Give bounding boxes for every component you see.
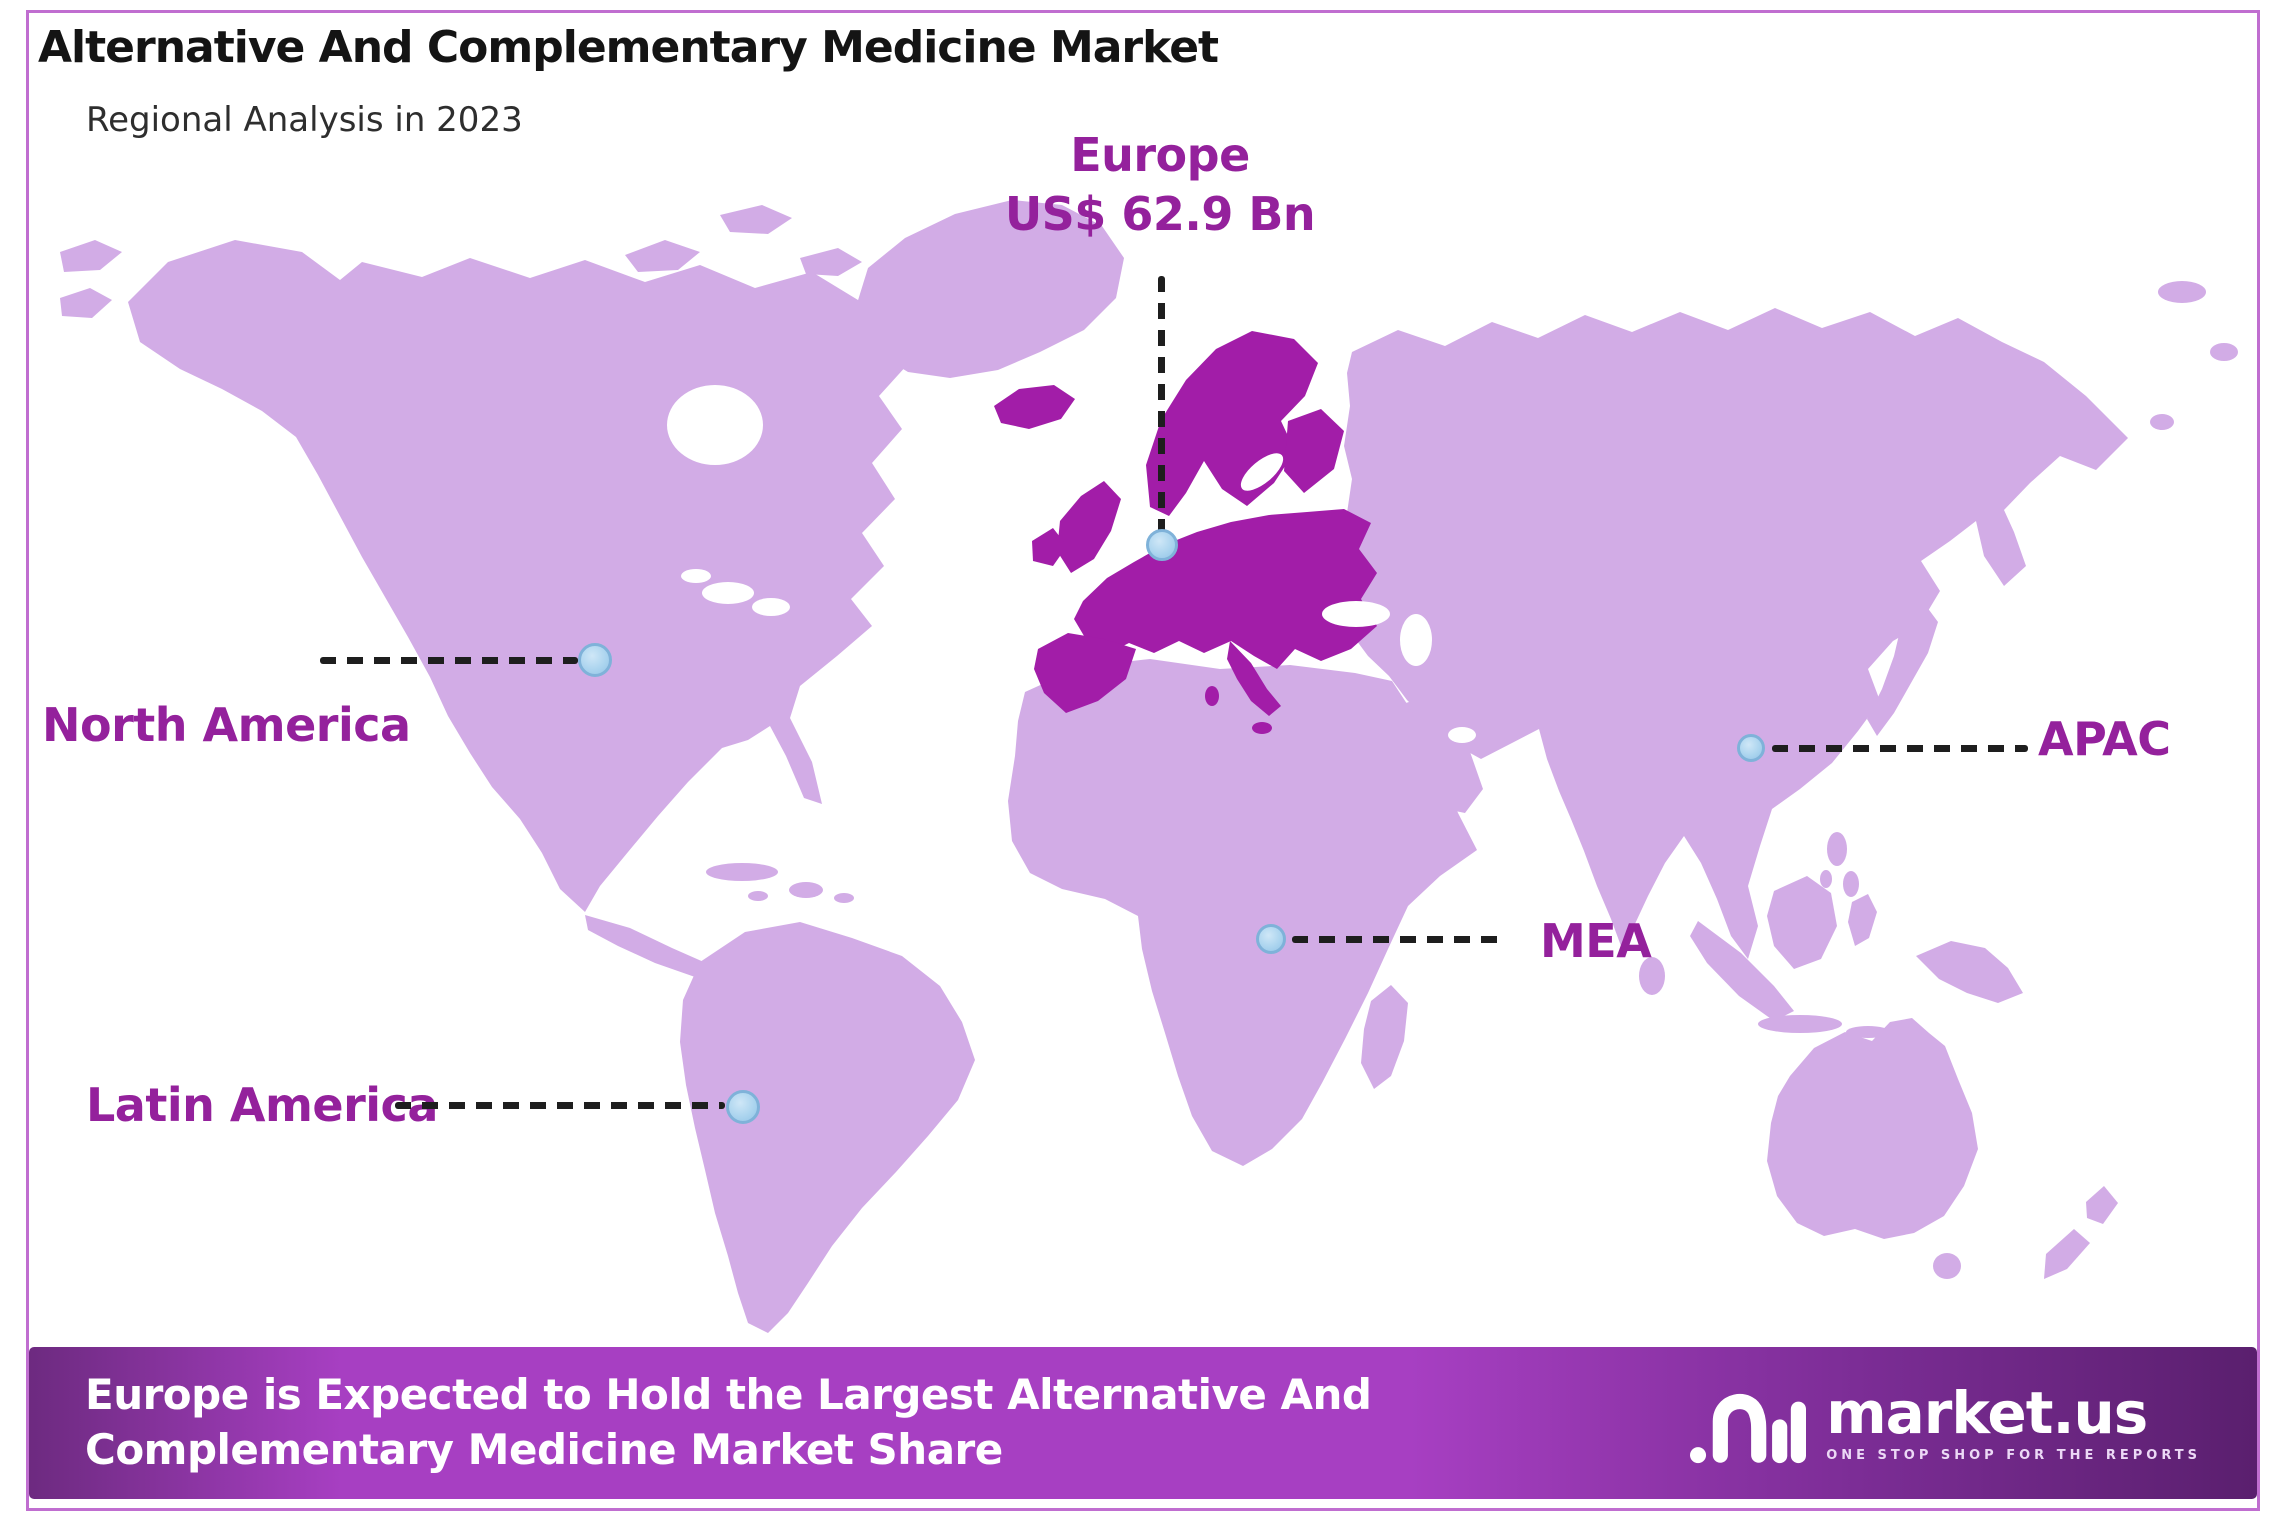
region-label-mea: MEA	[1540, 914, 1652, 968]
map-marker-apac	[1737, 734, 1765, 762]
leader-line-apac	[1772, 745, 2028, 752]
new-guinea	[1916, 941, 2023, 1003]
map-marker-latin-america	[726, 1090, 760, 1124]
central-america	[585, 915, 706, 977]
japan	[1867, 599, 1938, 736]
highlight-uk	[1057, 481, 1121, 573]
footer-caption-line1: Europe is Expected to Hold the Largest A…	[85, 1370, 1372, 1420]
map-marker-north-america	[578, 643, 612, 677]
leader-line-europe	[1158, 276, 1165, 538]
leader-line-mea	[1292, 936, 1504, 943]
highlight-iberia	[1034, 633, 1136, 713]
footer-caption: Europe is Expected to Hold the Largest A…	[85, 1368, 1690, 1477]
region-label-apac: APAC	[2038, 712, 2171, 766]
brand-logo: market.us ONE STOP SHOP FOR THE REPORTS	[1690, 1377, 2201, 1469]
continent-africa	[1008, 659, 1477, 1166]
europe-value: US$ 62.9 Bn	[1004, 186, 1316, 241]
madagascar	[1361, 985, 1408, 1089]
continent-asia	[1344, 308, 2128, 959]
europe-name: Europe	[1070, 128, 1250, 182]
footer-banner: Europe is Expected to Hold the Largest A…	[29, 1347, 2257, 1499]
region-label-north-america: North America	[42, 698, 411, 752]
map-marker-mea	[1256, 924, 1286, 954]
continent-greenland	[855, 200, 1124, 378]
page-title: Alternative And Complementary Medicine M…	[38, 22, 1219, 73]
highlight-europe-mainland	[1074, 509, 1377, 669]
continent-australia	[1767, 1018, 1978, 1239]
leader-line-north-america	[320, 657, 578, 664]
footer-caption-line2: Complementary Medicine Market Share	[85, 1425, 1003, 1474]
region-label-latin-america: Latin America	[86, 1078, 438, 1132]
continent-north-america	[128, 240, 908, 912]
brand-text: market.us ONE STOP SHOP FOR THE REPORTS	[1826, 1384, 2201, 1463]
page-subtitle: Regional Analysis in 2023	[86, 100, 523, 140]
leader-line-latin-america	[395, 1102, 725, 1109]
marketus-logo-icon	[1690, 1394, 1807, 1464]
map-marker-europe	[1146, 529, 1178, 561]
brand-tagline: ONE STOP SHOP FOR THE REPORTS	[1826, 1447, 2201, 1463]
brand-name: market.us	[1826, 1378, 2148, 1447]
continent-south-america	[680, 922, 975, 1333]
region-label-europe: Europe US$ 62.9 Bn	[930, 126, 1390, 244]
highlight-iceland	[994, 385, 1075, 429]
highlight-italy	[1227, 641, 1281, 716]
